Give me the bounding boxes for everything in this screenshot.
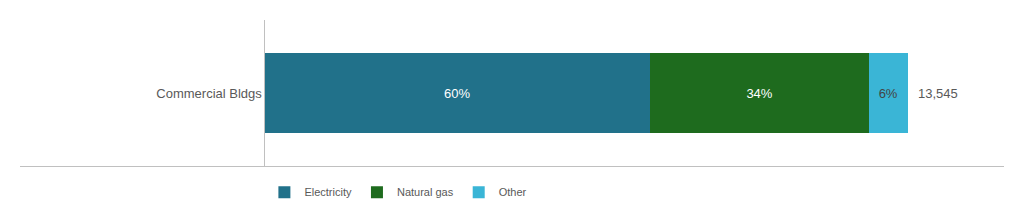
svg-text:Commercial Bldgs: Commercial Bldgs: [156, 86, 262, 101]
svg-text:13,545: 13,545: [918, 86, 958, 101]
svg-text:6%: 6%: [879, 86, 898, 101]
svg-text:Electricity: Electricity: [304, 186, 352, 198]
svg-text:Natural gas: Natural gas: [397, 186, 454, 198]
svg-text:34%: 34%: [746, 86, 772, 101]
svg-text:Other: Other: [499, 186, 527, 198]
svg-text:60%: 60%: [444, 86, 470, 101]
